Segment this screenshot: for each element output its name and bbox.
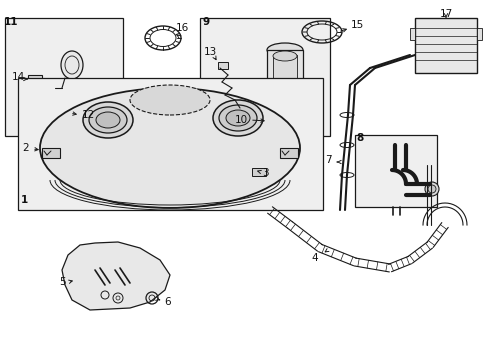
Ellipse shape [61, 51, 83, 79]
Text: 17: 17 [439, 9, 452, 19]
Ellipse shape [266, 43, 303, 57]
Bar [200, 18, 329, 136]
Text: 3: 3 [261, 168, 268, 178]
Bar [218, 62, 227, 69]
Ellipse shape [213, 100, 263, 136]
Bar [414, 18, 476, 73]
Text: 7: 7 [324, 155, 331, 165]
Bar [272, 55, 296, 103]
Text: 5: 5 [59, 277, 65, 287]
Ellipse shape [130, 85, 209, 115]
Bar [50, 92, 62, 98]
Ellipse shape [40, 88, 299, 208]
Text: 11: 11 [4, 17, 18, 27]
Ellipse shape [96, 112, 120, 128]
Text: 1: 1 [20, 195, 27, 205]
Bar [266, 50, 303, 110]
Text: 12: 12 [81, 110, 95, 120]
Ellipse shape [272, 51, 296, 61]
Ellipse shape [89, 107, 127, 133]
Bar [42, 148, 60, 158]
Bar [215, 102, 228, 112]
Bar [251, 168, 265, 176]
Text: 14: 14 [11, 72, 24, 82]
Bar [217, 112, 226, 118]
Bar [50, 84, 60, 92]
Polygon shape [62, 242, 170, 310]
Ellipse shape [83, 102, 133, 138]
Bar [28, 75, 42, 85]
Text: 13: 13 [203, 47, 216, 57]
Bar [18, 78, 323, 210]
Circle shape [427, 185, 435, 193]
Text: 8: 8 [356, 133, 363, 143]
Bar [409, 28, 414, 40]
Bar [354, 135, 436, 207]
Ellipse shape [219, 105, 257, 131]
Text: 10: 10 [234, 115, 247, 125]
Text: 15: 15 [350, 20, 363, 30]
Bar [5, 18, 123, 136]
Text: 9: 9 [202, 17, 209, 27]
Text: 6: 6 [164, 297, 171, 307]
Bar [28, 85, 38, 91]
Ellipse shape [225, 110, 249, 126]
Bar [280, 148, 297, 158]
Text: 4: 4 [311, 253, 318, 263]
Ellipse shape [266, 103, 303, 117]
Circle shape [424, 182, 438, 196]
Text: 16: 16 [175, 23, 188, 33]
Text: 2: 2 [22, 143, 29, 153]
Bar [476, 28, 481, 40]
